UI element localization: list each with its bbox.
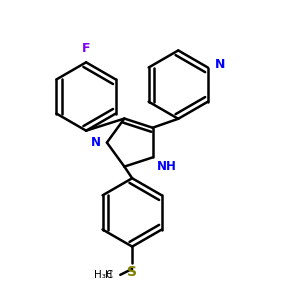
Text: N: N	[91, 136, 101, 149]
Text: N: N	[214, 58, 225, 71]
Text: F: F	[82, 42, 90, 55]
Text: NH: NH	[157, 160, 177, 173]
Text: H₃C: H₃C	[94, 270, 113, 280]
Text: H: H	[106, 270, 113, 280]
Text: S: S	[127, 265, 137, 279]
